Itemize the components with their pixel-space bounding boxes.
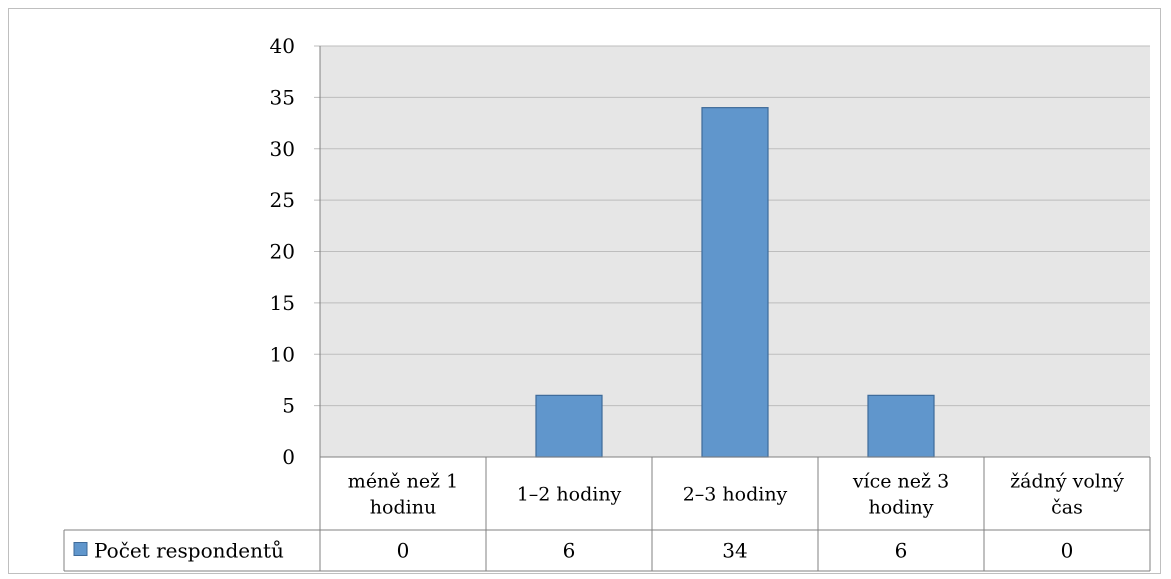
x-tick-label: 1–2 hodiny <box>517 484 622 506</box>
data-table-value: 34 <box>722 539 747 563</box>
y-tick-label: 35 <box>270 85 295 109</box>
x-tick-label: žádný volný <box>1010 471 1124 493</box>
bar <box>535 394 603 458</box>
x-tick-label: 2–3 hodiny <box>683 484 788 506</box>
y-tick-label: 15 <box>270 291 295 315</box>
y-tick-label: 10 <box>270 342 295 366</box>
legend-label: Počet respondentů <box>94 539 284 563</box>
x-tick-label: čas <box>1051 497 1083 519</box>
y-tick-label: 20 <box>270 240 295 264</box>
y-tick-label: 25 <box>270 188 295 212</box>
bar <box>701 107 769 458</box>
data-table-value: 0 <box>397 539 410 563</box>
chart-frame <box>8 8 1161 574</box>
data-table-value: 6 <box>563 539 576 563</box>
data-table-value: 6 <box>895 539 908 563</box>
y-tick-label: 40 <box>270 34 295 58</box>
y-tick-label: 0 <box>282 445 295 469</box>
x-tick-label: hodiny <box>869 497 934 519</box>
x-tick-label: méně než 1 <box>348 471 458 493</box>
legend-swatch <box>73 542 88 556</box>
bar <box>867 394 935 458</box>
x-tick-label: hodinu <box>370 497 436 519</box>
y-tick-label: 5 <box>282 394 295 418</box>
data-table-value: 0 <box>1061 539 1074 563</box>
y-tick-label: 30 <box>270 137 295 161</box>
x-tick-label: více než 3 <box>852 471 949 493</box>
